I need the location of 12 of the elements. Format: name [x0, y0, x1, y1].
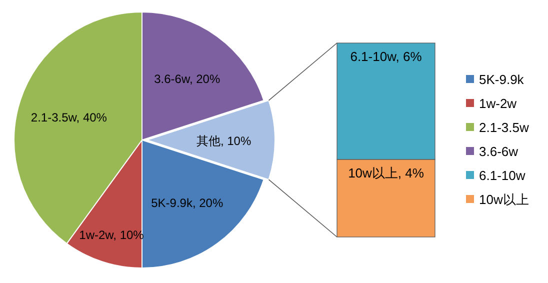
legend-label: 5K-9.9k	[479, 72, 524, 87]
text: 6.1-10w	[479, 168, 526, 183]
data-label: 3.6-6w, 20%	[154, 72, 220, 86]
data-label: 10w以上, 4%	[348, 165, 424, 180]
data-label: 2.1-3.5w, 40%	[30, 110, 108, 124]
data-label: 5K-9.9k, 20%	[151, 196, 224, 210]
data-label: 其他, 10%	[196, 134, 252, 148]
legend-label: 1w-2w	[479, 96, 518, 111]
legend-label: 10w以上	[479, 192, 529, 207]
legend-label: 2.1-3.5w	[479, 120, 530, 135]
legend-label: 3.6-6w	[479, 144, 519, 159]
data-label: 6.1-10w, 6%	[350, 49, 422, 64]
